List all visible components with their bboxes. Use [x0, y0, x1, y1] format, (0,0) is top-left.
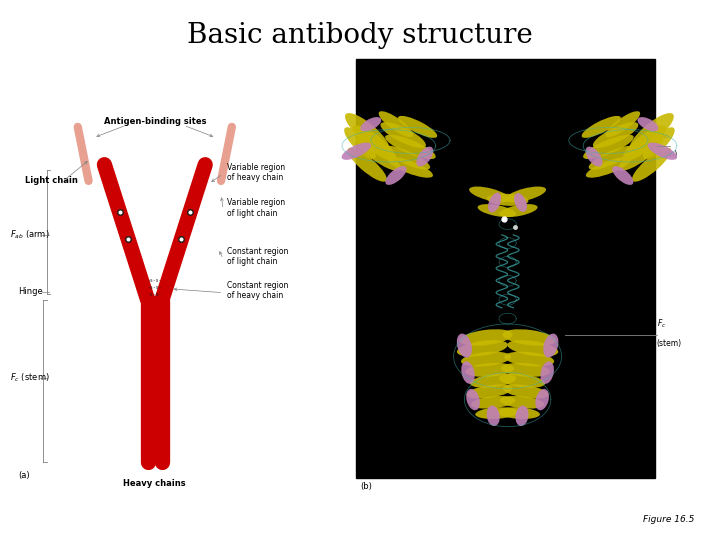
- Ellipse shape: [380, 122, 426, 148]
- Ellipse shape: [345, 113, 390, 152]
- Ellipse shape: [477, 204, 516, 217]
- Ellipse shape: [501, 363, 550, 377]
- Ellipse shape: [541, 361, 554, 384]
- Text: $F_c$ (stem): $F_c$ (stem): [10, 372, 50, 384]
- Ellipse shape: [586, 157, 631, 178]
- Ellipse shape: [456, 334, 472, 357]
- Ellipse shape: [500, 396, 544, 409]
- Ellipse shape: [470, 374, 516, 388]
- Ellipse shape: [612, 166, 634, 185]
- Text: Antigen-binding sites: Antigen-binding sites: [104, 117, 206, 126]
- Text: $F_c$: $F_c$: [657, 318, 666, 330]
- Text: Constant region
of light chain: Constant region of light chain: [227, 247, 288, 266]
- Ellipse shape: [487, 194, 528, 206]
- Text: Variable region
of light chain: Variable region of light chain: [227, 198, 285, 218]
- Text: (b): (b): [360, 482, 372, 490]
- Ellipse shape: [606, 111, 640, 137]
- Ellipse shape: [488, 193, 501, 212]
- Ellipse shape: [356, 137, 400, 171]
- Ellipse shape: [467, 384, 513, 399]
- Text: $F_{ab}$: $F_{ab}$: [657, 129, 670, 141]
- Text: -s-s-: -s-s-: [148, 285, 162, 290]
- Ellipse shape: [487, 406, 500, 426]
- Ellipse shape: [499, 374, 545, 388]
- Ellipse shape: [360, 117, 382, 131]
- Ellipse shape: [344, 127, 376, 159]
- Text: Figure 16.5: Figure 16.5: [644, 515, 695, 524]
- Ellipse shape: [457, 340, 508, 356]
- Text: Constant region
of heavy chain: Constant region of heavy chain: [227, 281, 288, 300]
- Ellipse shape: [504, 352, 554, 367]
- Ellipse shape: [379, 111, 413, 137]
- Ellipse shape: [503, 329, 556, 346]
- Ellipse shape: [629, 113, 674, 152]
- Text: (a): (a): [18, 471, 30, 480]
- Ellipse shape: [637, 117, 659, 131]
- Text: Variable region
of heavy chain: Variable region of heavy chain: [227, 163, 285, 183]
- Ellipse shape: [582, 116, 621, 138]
- Ellipse shape: [535, 389, 549, 410]
- Ellipse shape: [469, 186, 510, 202]
- Text: -s-s-: -s-s-: [148, 278, 162, 284]
- Ellipse shape: [499, 204, 538, 217]
- Ellipse shape: [508, 340, 558, 356]
- Ellipse shape: [461, 352, 511, 367]
- Ellipse shape: [465, 363, 514, 377]
- Ellipse shape: [462, 361, 474, 384]
- Ellipse shape: [623, 125, 666, 161]
- Text: (stem): (stem): [657, 339, 682, 348]
- Text: Heavy chains: Heavy chains: [124, 479, 186, 488]
- Bar: [356, 59, 655, 478]
- Ellipse shape: [505, 186, 546, 202]
- Ellipse shape: [593, 122, 639, 148]
- Ellipse shape: [466, 389, 480, 410]
- Ellipse shape: [416, 146, 433, 167]
- Ellipse shape: [543, 334, 559, 357]
- Ellipse shape: [497, 407, 540, 419]
- Ellipse shape: [589, 146, 635, 170]
- Ellipse shape: [583, 134, 634, 159]
- Ellipse shape: [353, 125, 396, 161]
- Text: Hinge: Hinge: [18, 287, 42, 296]
- Ellipse shape: [342, 143, 371, 160]
- Ellipse shape: [388, 157, 433, 178]
- Ellipse shape: [648, 143, 677, 160]
- Ellipse shape: [398, 116, 437, 138]
- Text: Basic antibody structure: Basic antibody structure: [187, 22, 533, 49]
- Ellipse shape: [618, 137, 663, 171]
- Text: -s-s-: -s-s-: [148, 292, 162, 297]
- Ellipse shape: [348, 147, 387, 182]
- Text: $F_{ab}$ (arm): $F_{ab}$ (arm): [10, 228, 50, 241]
- Ellipse shape: [503, 384, 549, 399]
- Ellipse shape: [385, 166, 407, 185]
- Ellipse shape: [514, 193, 527, 212]
- Ellipse shape: [516, 406, 528, 426]
- Ellipse shape: [471, 396, 516, 409]
- Ellipse shape: [385, 134, 436, 159]
- Ellipse shape: [475, 407, 518, 419]
- Text: (arm): (arm): [657, 150, 678, 159]
- Ellipse shape: [459, 329, 513, 346]
- Ellipse shape: [643, 127, 675, 159]
- Ellipse shape: [384, 146, 430, 170]
- Ellipse shape: [585, 146, 603, 167]
- Text: Light chain: Light chain: [25, 177, 78, 185]
- Ellipse shape: [632, 147, 671, 182]
